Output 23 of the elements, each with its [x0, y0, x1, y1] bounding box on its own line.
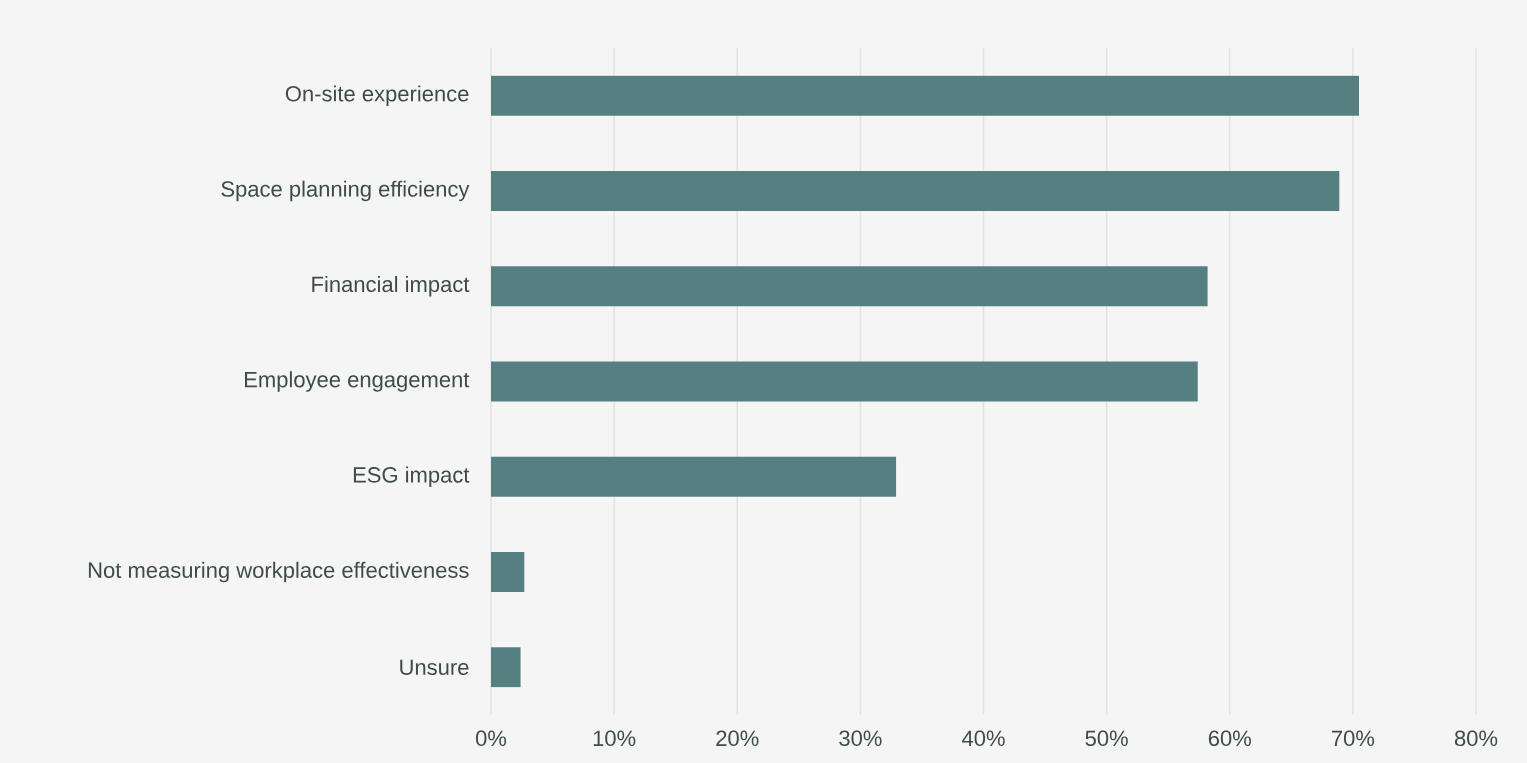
y-tick-label: ESG impact	[353, 466, 470, 488]
y-tick-label: Unsure	[400, 659, 469, 676]
bar	[491, 456, 897, 497]
bar	[491, 647, 521, 688]
y-tick-label: Not measuring workplace effectiveness	[88, 561, 469, 583]
x-tick-label: 0%	[475, 730, 507, 747]
x-tick-label: 30%	[839, 730, 882, 747]
y-tick-label: Employee engagement	[245, 371, 470, 392]
bar	[491, 361, 1198, 402]
x-tick-label: 70%	[1331, 730, 1375, 747]
x-tick-label: 20%	[716, 730, 759, 747]
x-tick-label: 60%	[1208, 730, 1251, 747]
y-tick-label: Space planning efficiency	[221, 180, 470, 202]
y-tick-label: Financial impact	[312, 275, 470, 297]
x-tick-label: 50%	[1085, 730, 1128, 747]
bar	[491, 552, 525, 593]
x-tick-label: 80%	[1454, 730, 1498, 747]
x-tick-label: 40%	[961, 730, 1005, 747]
bar	[491, 266, 1208, 307]
bar	[491, 75, 1360, 116]
y-tick-label: On-site experience	[285, 85, 469, 106]
bar	[491, 170, 1340, 211]
x-tick-label: 10%	[593, 730, 636, 747]
